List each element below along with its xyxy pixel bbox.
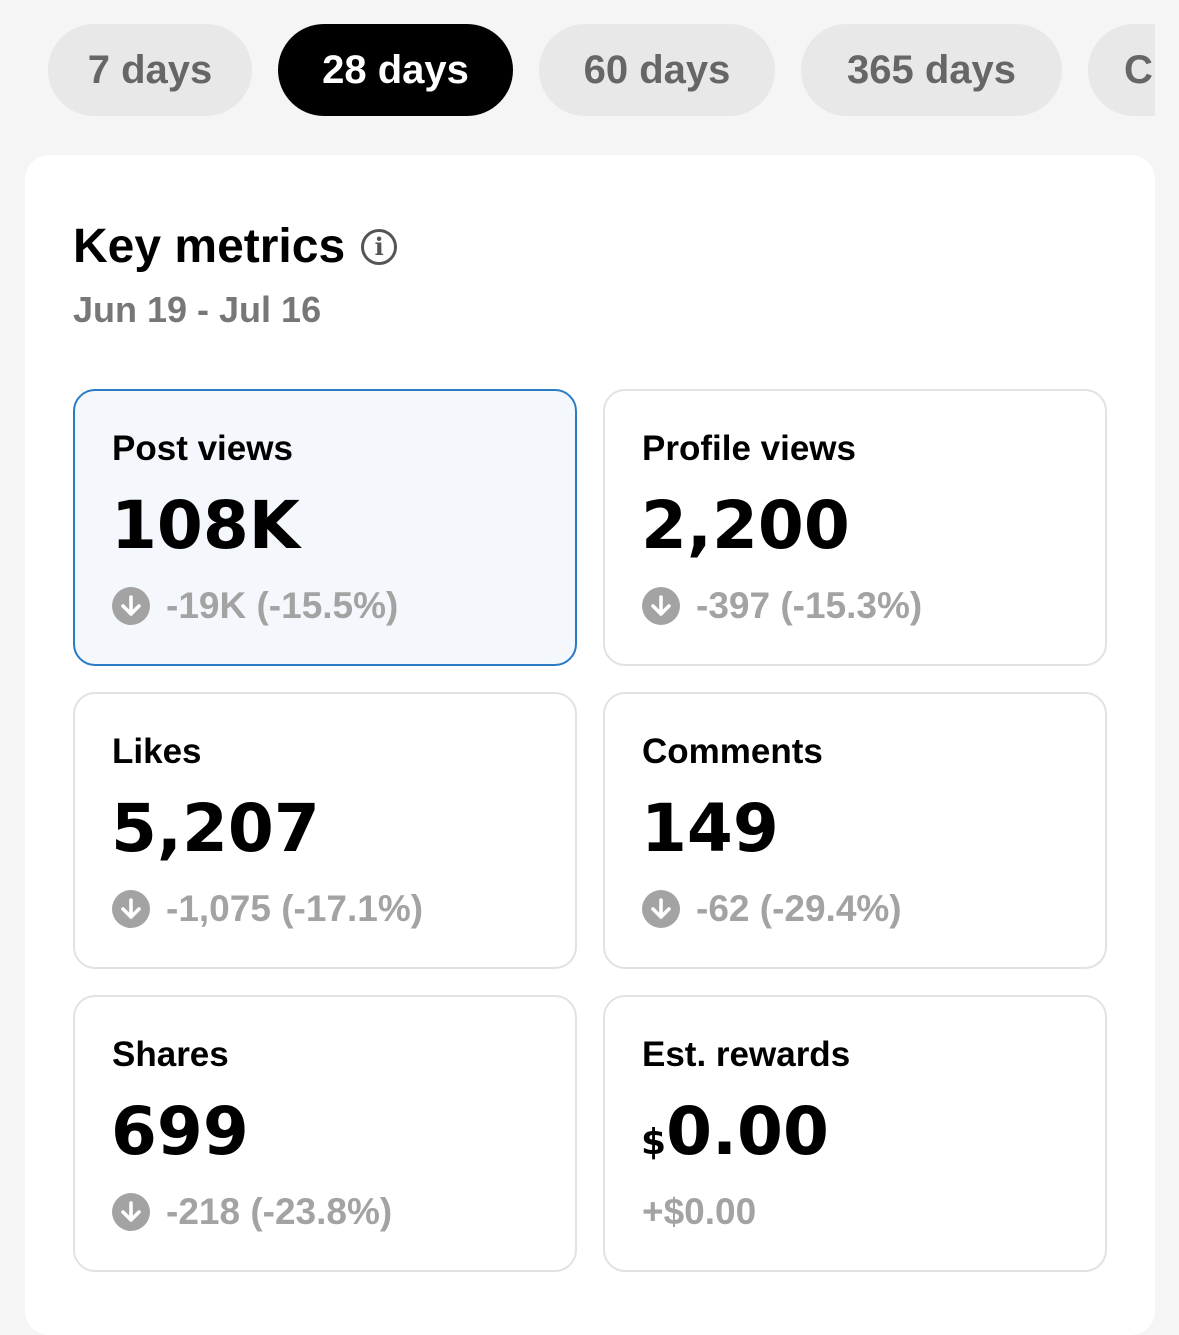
metric-delta: -62 (-29.4%) [642,888,902,930]
metric-value-number: 2,200 [641,487,850,564]
metric-label: Likes [112,732,202,771]
date-range-tabs: 7 days 28 days 60 days 365 days C [48,24,1155,118]
metric-value-number: 108K [111,487,300,564]
metric-card-shares[interactable]: Shares 699 -218 (-23.8%) [73,995,577,1272]
metric-card-post-views[interactable]: Post views 108K -19K (-15.5%) [73,389,577,666]
arrow-down-circle-icon [642,890,680,928]
metric-delta-text: -397 (-15.3%) [696,585,923,626]
metric-delta-text: -218 (-23.8%) [166,1191,393,1232]
arrow-down-circle-icon [112,890,150,928]
key-metrics-title: Key metrics [73,220,346,273]
metric-delta: -218 (-23.8%) [112,1191,392,1233]
metric-delta-text: -62 (-29.4%) [696,888,902,929]
metric-value-number: 0.00 [666,1093,829,1170]
metric-label: Est. rewards [642,1035,851,1074]
metric-delta: -397 (-15.3%) [642,585,922,627]
metric-value-number: 5,207 [111,790,320,867]
metric-value: 699 [111,1093,249,1170]
metric-label: Post views [112,429,293,468]
arrow-down-circle-icon [112,587,150,625]
metric-value: $0.00 [641,1093,829,1170]
tab-custom[interactable]: C [1088,24,1155,116]
metric-delta: -1,075 (-17.1%) [112,888,423,930]
metric-label: Profile views [642,429,856,468]
metric-value-number: 699 [111,1093,249,1170]
currency-symbol: $ [641,1122,667,1163]
date-range: Jun 19 - Jul 16 [73,289,322,330]
metric-card-est-rewards[interactable]: Est. rewards $0.00 +$0.00 [603,995,1107,1272]
metric-value: 108K [111,487,300,564]
metric-delta-text: -1,075 (-17.1%) [166,888,424,929]
metric-label: Comments [642,732,823,771]
metric-delta-text: -19K (-15.5%) [166,585,399,626]
arrow-down-circle-icon [112,1193,150,1231]
arrow-down-circle-icon [642,587,680,625]
metric-card-comments[interactable]: Comments 149 -62 (-29.4%) [603,692,1107,969]
metric-value: 5,207 [111,790,320,867]
metric-delta-text: +$0.00 [642,1191,757,1232]
info-icon[interactable]: i [361,228,398,265]
key-metrics-heading: Key metrics i [73,219,398,274]
metric-delta: -19K (-15.5%) [112,585,398,627]
metric-value-number: 149 [641,790,779,867]
metric-delta: +$0.00 [642,1191,756,1233]
tab-7-days[interactable]: 7 days [48,24,252,116]
tab-365-days[interactable]: 365 days [801,24,1062,116]
metric-value: 149 [641,790,779,867]
tab-60-days[interactable]: 60 days [539,24,775,116]
metric-card-profile-views[interactable]: Profile views 2,200 -397 (-15.3%) [603,389,1107,666]
metric-label: Shares [112,1035,229,1074]
metric-value: 2,200 [641,487,850,564]
tab-28-days[interactable]: 28 days [278,24,513,116]
metric-card-likes[interactable]: Likes 5,207 -1,075 (-17.1%) [73,692,577,969]
